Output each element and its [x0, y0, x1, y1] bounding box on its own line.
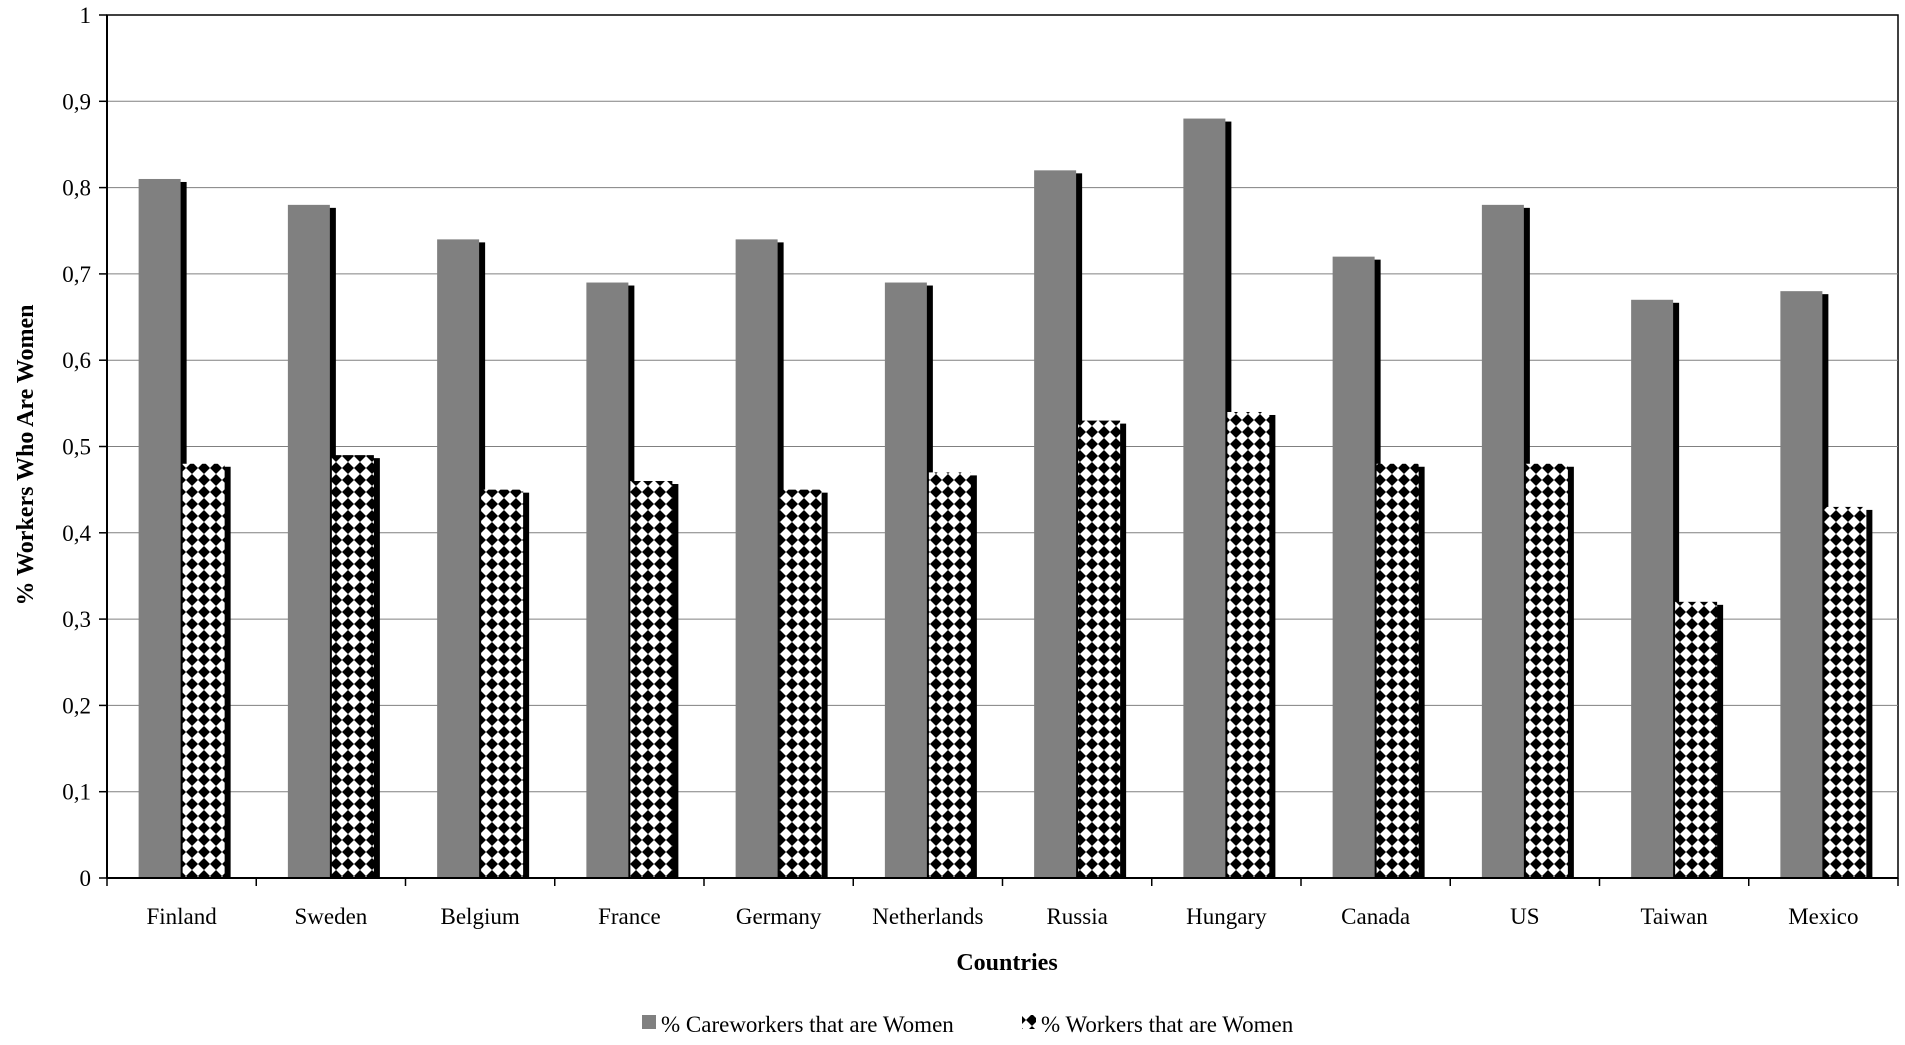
legend-swatch-workers — [1022, 1015, 1036, 1029]
y-tick-label: 0 — [80, 866, 92, 891]
legend: % Careworkers that are Women % Workers t… — [642, 1012, 1294, 1037]
bar-workers — [928, 472, 971, 878]
x-tick-label: Belgium — [441, 904, 520, 929]
x-tick-label: Hungary — [1186, 904, 1267, 929]
y-tick-label: 0,2 — [62, 693, 91, 718]
bar-careworkers — [437, 239, 480, 878]
bar-workers — [331, 455, 374, 878]
y-axis-title: % Workers Who Are Women — [13, 305, 39, 606]
bar-workers — [481, 489, 524, 878]
x-tick-label: Canada — [1341, 904, 1410, 929]
x-tick-label: Taiwan — [1640, 904, 1708, 929]
y-tick-label: 0,7 — [62, 262, 91, 287]
bar-careworkers — [138, 178, 181, 879]
y-tick-label: 0,4 — [62, 521, 91, 546]
y-tick-label: 0,5 — [62, 435, 91, 460]
legend-swatch-careworkers — [642, 1015, 656, 1029]
bar-workers — [1525, 463, 1568, 878]
legend-label-careworkers: % Careworkers that are Women — [661, 1012, 954, 1037]
x-tick-label: Netherlands — [872, 904, 983, 929]
bar-careworkers — [1034, 170, 1077, 879]
bar-workers — [1675, 601, 1718, 878]
x-tick-label: Germany — [736, 904, 822, 929]
x-tick-label: Russia — [1046, 904, 1107, 929]
x-tick-label: US — [1510, 904, 1539, 929]
bar-careworkers — [1631, 299, 1674, 878]
x-tick-label: Sweden — [294, 904, 367, 929]
bar-careworkers — [287, 204, 330, 879]
bar-careworkers — [1332, 256, 1375, 878]
bar-careworkers — [1780, 291, 1823, 878]
bar-workers — [630, 481, 673, 878]
bar-workers — [1078, 420, 1121, 878]
bar-careworkers — [1183, 118, 1226, 878]
x-axis-title: Countries — [956, 950, 1057, 976]
bar-workers — [1376, 463, 1419, 878]
bar-careworkers — [735, 239, 778, 878]
x-tick-label: France — [598, 904, 661, 929]
bar-careworkers — [1481, 204, 1524, 879]
bar-workers — [779, 489, 822, 878]
y-tick-label: 0,9 — [62, 89, 91, 114]
bar-workers — [1824, 506, 1867, 878]
y-tick-label: 0,6 — [62, 348, 91, 373]
y-tick-label: 0,1 — [62, 780, 91, 805]
legend-label-workers: % Workers that are Women — [1041, 1012, 1294, 1037]
bar-careworkers — [586, 282, 629, 878]
y-tick-label: 0,3 — [62, 607, 91, 632]
bar-workers — [1227, 411, 1270, 878]
y-tick-label: 1 — [80, 3, 92, 28]
x-tick-label: Finland — [146, 904, 217, 929]
x-tick-label: Mexico — [1788, 904, 1858, 929]
y-tick-label: 0,8 — [62, 176, 91, 201]
bar-workers — [182, 463, 225, 878]
bar-careworkers — [884, 282, 927, 878]
